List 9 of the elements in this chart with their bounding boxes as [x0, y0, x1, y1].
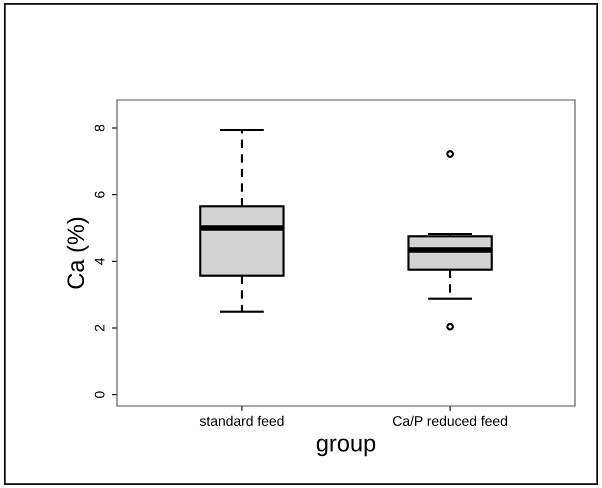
y-tick-label: 4: [94, 258, 104, 265]
x-axis-title: group: [316, 438, 376, 456]
x-tick-label: standard feed: [200, 416, 284, 426]
y-tick-label: 2: [94, 324, 104, 332]
y-tick-label: 6: [94, 191, 105, 198]
x-tick-label: Ca/P reduced feed: [393, 416, 507, 426]
y-tick-label: 0: [94, 391, 105, 398]
y-axis-title: Ca (%): [66, 218, 89, 289]
y-tick-label: 8: [94, 124, 105, 132]
